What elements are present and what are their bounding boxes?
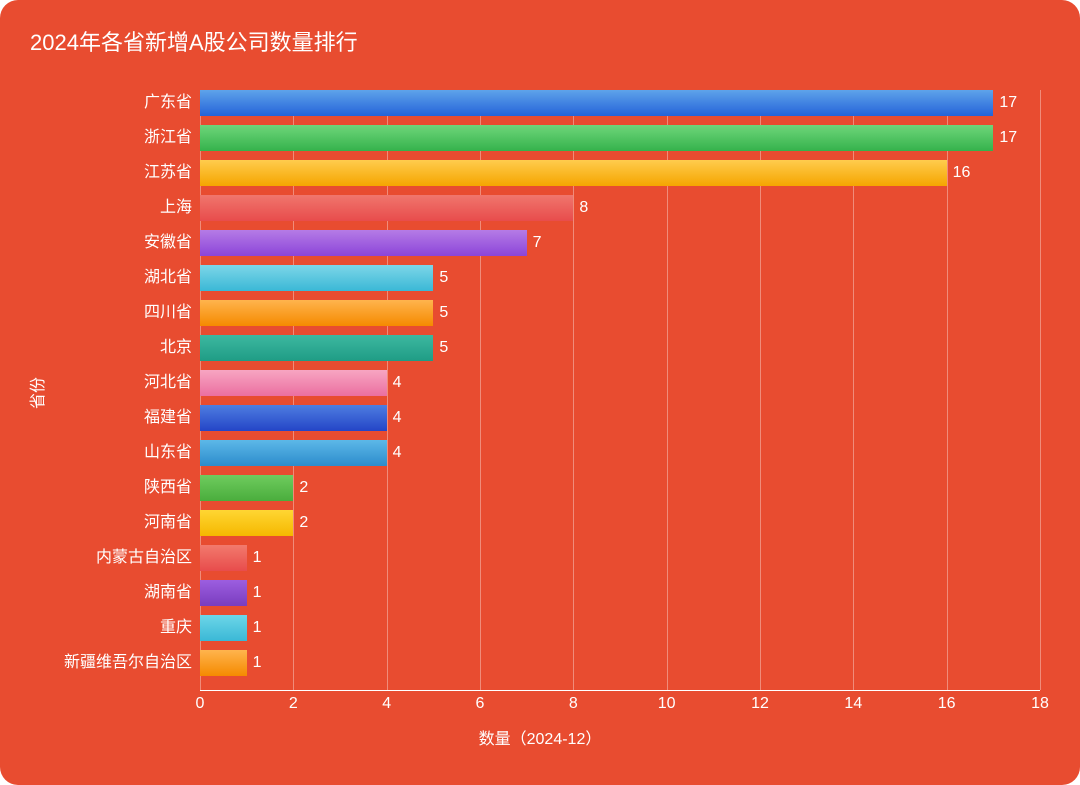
bar-value-label: 1 — [253, 650, 262, 676]
bar-value-label: 4 — [393, 370, 402, 396]
bar-category-label: 北京 — [160, 335, 192, 361]
bar — [200, 615, 247, 641]
bar — [200, 195, 573, 221]
bar-value-label: 4 — [393, 440, 402, 466]
bar — [200, 125, 993, 151]
grid-line — [1040, 90, 1041, 690]
bar-value-label: 16 — [953, 160, 971, 186]
bar-category-label: 福建省 — [144, 405, 192, 431]
x-axis-line — [200, 690, 1040, 691]
bar-category-label: 安徽省 — [144, 230, 192, 256]
x-tick-label: 14 — [844, 695, 862, 713]
bar-value-label: 1 — [253, 615, 262, 641]
bar — [200, 265, 433, 291]
bar-row: 湖北省5 — [200, 265, 1040, 291]
x-tick-label: 8 — [569, 695, 578, 713]
bar-row: 河南省2 — [200, 510, 1040, 536]
x-tick-label: 16 — [938, 695, 956, 713]
bar — [200, 370, 387, 396]
bar-value-label: 17 — [999, 125, 1017, 151]
bar-row: 福建省4 — [200, 405, 1040, 431]
bar-value-label: 4 — [393, 405, 402, 431]
bar-category-label: 湖北省 — [144, 265, 192, 291]
bar-category-label: 上海 — [160, 195, 192, 221]
x-tick-label: 18 — [1031, 695, 1049, 713]
bar — [200, 580, 247, 606]
bar-category-label: 河北省 — [144, 370, 192, 396]
x-tick-label: 10 — [658, 695, 676, 713]
bar-value-label: 5 — [439, 335, 448, 361]
y-axis-title: 省份 — [24, 376, 48, 408]
bar-category-label: 江苏省 — [144, 160, 192, 186]
bar-row: 湖南省1 — [200, 580, 1040, 606]
bar-row: 山东省4 — [200, 440, 1040, 466]
bar — [200, 650, 247, 676]
chart-title: 2024年各省新增A股公司数量排行 — [30, 25, 358, 57]
bar-row: 重庆1 — [200, 615, 1040, 641]
bar-value-label: 8 — [579, 195, 588, 221]
bar-row: 安徽省7 — [200, 230, 1040, 256]
bar — [200, 230, 527, 256]
bar-category-label: 浙江省 — [144, 125, 192, 151]
bar-category-label: 山东省 — [144, 440, 192, 466]
bar-category-label: 广东省 — [144, 90, 192, 116]
x-tick-label: 12 — [751, 695, 769, 713]
bar-row: 陕西省2 — [200, 475, 1040, 501]
bar-row: 上海8 — [200, 195, 1040, 221]
plot-area: 广东省17 浙江省17 江苏省16 上海8 安徽省7 湖北省5 四川省5 北京5 河北省4 福建省… — [200, 90, 1040, 690]
bar-row: 河北省4 — [200, 370, 1040, 396]
bar-row: 北京5 — [200, 335, 1040, 361]
x-axis-title: 数量（2024-12） — [479, 725, 602, 749]
bar — [200, 545, 247, 571]
bar-category-label: 四川省 — [144, 300, 192, 326]
bar-value-label: 2 — [299, 510, 308, 536]
bar-value-label: 5 — [439, 300, 448, 326]
bar — [200, 300, 433, 326]
bar-row: 内蒙古自治区1 — [200, 545, 1040, 571]
bar — [200, 475, 293, 501]
bar — [200, 335, 433, 361]
x-tick-label: 2 — [289, 695, 298, 713]
x-tick-label: 6 — [476, 695, 485, 713]
bar-value-label: 1 — [253, 545, 262, 571]
bar — [200, 160, 947, 186]
bar-row: 新疆维吾尔自治区1 — [200, 650, 1040, 676]
bar-row: 浙江省17 — [200, 125, 1040, 151]
bar-category-label: 重庆 — [160, 615, 192, 641]
bar-row: 江苏省16 — [200, 160, 1040, 186]
bar-value-label: 2 — [299, 475, 308, 501]
bar-value-label: 17 — [999, 90, 1017, 116]
bar-category-label: 内蒙古自治区 — [96, 545, 192, 571]
bar — [200, 90, 993, 116]
bar — [200, 405, 387, 431]
bar — [200, 440, 387, 466]
bar-category-label: 河南省 — [144, 510, 192, 536]
bar-row: 四川省5 — [200, 300, 1040, 326]
bar-row: 广东省17 — [200, 90, 1040, 116]
x-tick-label: 0 — [196, 695, 205, 713]
chart-container: 2024年各省新增A股公司数量排行 广东省17浙江省17江苏省16上海8安徽省7… — [0, 0, 1080, 785]
bar-category-label: 湖南省 — [144, 580, 192, 606]
bar-value-label: 5 — [439, 265, 448, 291]
bar-value-label: 1 — [253, 580, 262, 606]
bar-value-label: 7 — [533, 230, 542, 256]
x-tick-label: 4 — [382, 695, 391, 713]
bar-category-label: 陕西省 — [144, 475, 192, 501]
bar-category-label: 新疆维吾尔自治区 — [64, 650, 192, 676]
bar — [200, 510, 293, 536]
